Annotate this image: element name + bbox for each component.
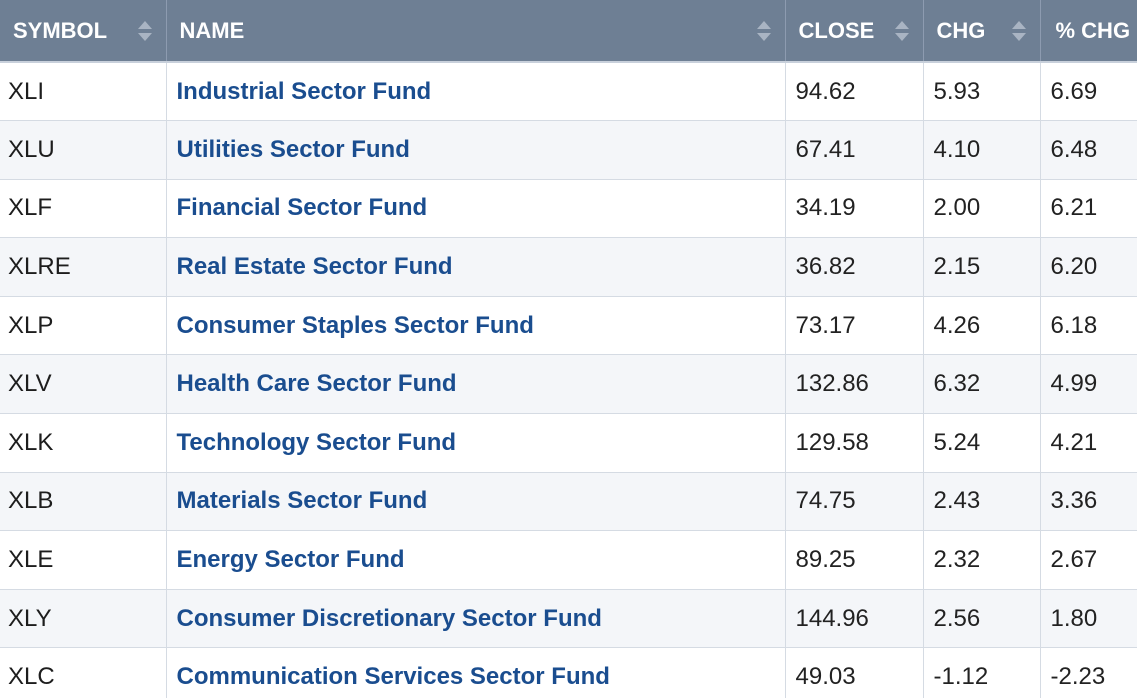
cell-close: 36.82 (785, 237, 924, 297)
cell-close: 74.75 (785, 472, 924, 532)
cell-pct-chg: 3.36 (1040, 472, 1137, 532)
sort-arrows-icon[interactable] (1011, 20, 1026, 41)
fund-name-link[interactable]: Consumer Staples Sector Fund (176, 311, 534, 339)
cell-name: Energy Sector Fund (166, 530, 786, 590)
cell-close: 73.17 (785, 296, 924, 356)
cell-symbol: XLI (0, 62, 167, 122)
cell-name: Real Estate Sector Fund (166, 237, 786, 297)
table-row: XLI Industrial Sector Fund 94.62 5.93 6.69 (0, 62, 1137, 122)
cell-close: 89.25 (785, 530, 924, 590)
cell-pct-chg: 6.18 (1040, 296, 1137, 356)
table-row: XLU Utilities Sector Fund 67.41 4.10 6.48 (0, 120, 1137, 180)
table-row: XLK Technology Sector Fund 129.58 5.24 4.21 (0, 413, 1137, 473)
cell-symbol: XLK (0, 413, 167, 473)
cell-symbol: XLRE (0, 237, 167, 297)
table-row: XLY Consumer Discretionary Sector Fund 144… (0, 589, 1137, 649)
cell-symbol: XLE (0, 530, 167, 590)
column-header-pct-chg[interactable]: % CHG (1040, 0, 1137, 63)
cell-name: Communication Services Sector Fund (166, 647, 786, 698)
sort-arrows-icon[interactable] (137, 20, 152, 41)
cell-name: Materials Sector Fund (166, 472, 786, 532)
cell-chg: 4.26 (923, 296, 1041, 356)
column-header-symbol[interactable]: SYMBOL (0, 0, 167, 63)
table-row: XLE Energy Sector Fund 89.25 2.32 2.67 (0, 530, 1137, 590)
cell-pct-chg: 6.20 (1040, 237, 1137, 297)
cell-pct-chg: 6.69 (1040, 62, 1137, 122)
cell-pct-chg: 1.80 (1040, 589, 1137, 649)
cell-symbol: XLY (0, 589, 167, 649)
table-row: XLV Health Care Sector Fund 132.86 6.32 4.99 (0, 354, 1137, 415)
cell-name: Consumer Discretionary Sector Fund (166, 589, 786, 649)
table-row: XLB Materials Sector Fund 74.75 2.43 3.36 (0, 472, 1137, 532)
cell-chg: -1.12 (923, 647, 1041, 698)
column-header-label: CHG (936, 17, 986, 43)
cell-chg: 2.00 (923, 179, 1041, 239)
cell-name: Technology Sector Fund (166, 413, 786, 473)
cell-name: Financial Sector Fund (166, 179, 786, 239)
cell-close: 132.86 (785, 354, 924, 415)
fund-name-link[interactable]: Energy Sector Fund (176, 546, 405, 574)
cell-symbol: XLB (0, 472, 167, 532)
cell-symbol: XLU (0, 120, 167, 180)
fund-name-link[interactable]: Utilities Sector Fund (176, 135, 410, 163)
cell-close: 129.58 (785, 413, 924, 473)
cell-symbol: XLV (0, 354, 167, 415)
fund-name-link[interactable]: Industrial Sector Fund (176, 77, 432, 105)
cell-name: Industrial Sector Fund (166, 62, 786, 122)
cell-chg: 6.32 (923, 354, 1041, 415)
cell-symbol: XLP (0, 296, 167, 356)
cell-symbol: XLC (0, 647, 167, 698)
cell-chg: 2.56 (923, 589, 1041, 649)
fund-name-link[interactable]: Health Care Sector Fund (176, 370, 457, 398)
fund-name-link[interactable]: Real Estate Sector Fund (176, 253, 453, 281)
cell-close: 49.03 (785, 647, 924, 698)
table-row: XLC Communication Services Sector Fund 49.… (0, 647, 1137, 698)
cell-pct-chg: 6.48 (1040, 120, 1137, 180)
cell-close: 34.19 (785, 179, 924, 239)
cell-chg: 4.10 (923, 120, 1041, 180)
cell-close: 144.96 (785, 589, 924, 649)
cell-pct-chg: 2.67 (1040, 530, 1137, 590)
cell-close: 94.62 (785, 62, 924, 122)
header-row: SYMBOL NAME CLOSE CHG % CHG (0, 0, 1137, 63)
column-header-label: CLOSE (798, 17, 875, 43)
cell-chg: 5.93 (923, 62, 1041, 122)
cell-chg: 5.24 (923, 413, 1041, 473)
cell-pct-chg: 4.99 (1040, 354, 1137, 415)
cell-name: Utilities Sector Fund (166, 120, 786, 180)
cell-pct-chg: 6.21 (1040, 179, 1137, 239)
cell-pct-chg: -2.23 (1040, 647, 1137, 698)
fund-name-link[interactable]: Financial Sector Fund (176, 194, 428, 222)
cell-chg: 2.43 (923, 472, 1041, 532)
cell-name: Health Care Sector Fund (166, 354, 786, 415)
cell-symbol: XLF (0, 179, 167, 239)
table-row: XLRE Real Estate Sector Fund 36.82 2.15 6.20 (0, 237, 1137, 297)
table-row: XLP Consumer Staples Sector Fund 73.17 4.26… (0, 296, 1137, 356)
table-body: XLI Industrial Sector Fund 94.62 5.93 6.69 XL… (0, 62, 1137, 698)
fund-name-link[interactable]: Communication Services Sector Fund (176, 663, 610, 691)
column-header-close[interactable]: CLOSE (785, 0, 924, 63)
table-row: XLF Financial Sector Fund 34.19 2.00 6.21 (0, 179, 1137, 239)
table-header: SYMBOL NAME CLOSE CHG % CHG (0, 0, 1137, 63)
fund-name-link[interactable]: Consumer Discretionary Sector Fund (176, 604, 602, 632)
column-header-label: SYMBOL (13, 17, 108, 43)
column-header-label: NAME (179, 17, 245, 43)
fund-name-link[interactable]: Technology Sector Fund (176, 428, 457, 456)
cell-chg: 2.32 (923, 530, 1041, 590)
cell-close: 67.41 (785, 120, 924, 180)
cell-chg: 2.15 (923, 237, 1041, 297)
fund-name-link[interactable]: Materials Sector Fund (176, 487, 428, 515)
column-header-name[interactable]: NAME (166, 0, 786, 63)
cell-pct-chg: 4.21 (1040, 413, 1137, 473)
column-header-chg[interactable]: CHG (923, 0, 1041, 63)
column-header-label: % CHG (1055, 17, 1131, 43)
sort-arrows-icon[interactable] (894, 20, 909, 41)
cell-name: Consumer Staples Sector Fund (166, 296, 786, 356)
sort-arrows-icon[interactable] (756, 20, 771, 41)
